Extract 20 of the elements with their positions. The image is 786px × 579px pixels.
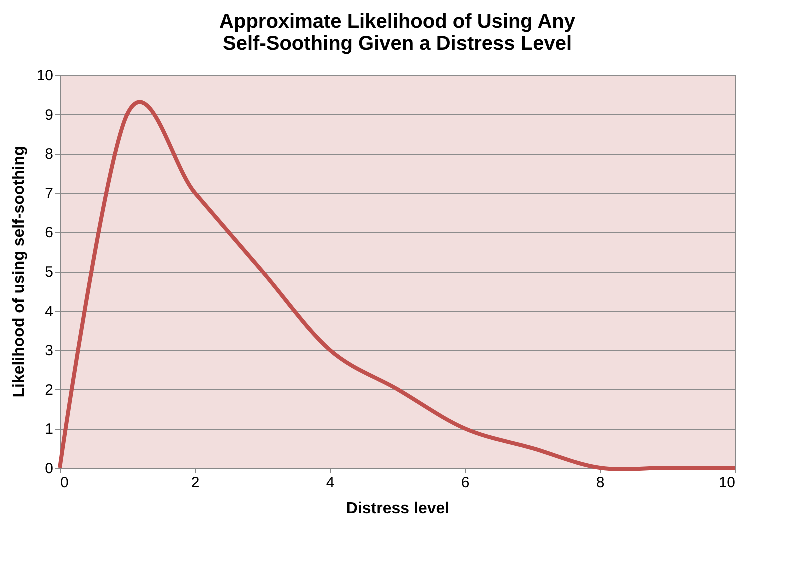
y-tick-label: 2	[45, 382, 54, 399]
y-tick-label: 3	[45, 342, 54, 360]
y-tick-label: 8	[45, 146, 54, 164]
x-tick-label: 8	[596, 474, 605, 492]
y-tick-label: 5	[45, 264, 54, 281]
chart-title: Approximate Likelihood of Using Any Self-Soothing Given a Distress Level	[220, 11, 576, 55]
y-tick-label: 1	[45, 421, 54, 438]
y-tick-label: 4	[45, 303, 54, 320]
y-tick-label: 9	[45, 106, 54, 124]
y-tick-label: 0	[45, 460, 54, 478]
x-tick-label: 4	[326, 474, 335, 492]
y-tick-label: 6	[45, 224, 54, 242]
x-tick-label: 2	[191, 474, 200, 492]
y-tick-label: 10	[36, 68, 54, 84]
x-tick-label: 10	[718, 474, 736, 492]
y-tick-label: 7	[45, 185, 54, 202]
x-axis-title: Distress level	[346, 500, 450, 518]
x-tick-label: 0	[60, 474, 69, 492]
y-axis-title: Likelihood of using self-soothing	[10, 146, 28, 398]
x-tick-label: 6	[461, 474, 470, 492]
